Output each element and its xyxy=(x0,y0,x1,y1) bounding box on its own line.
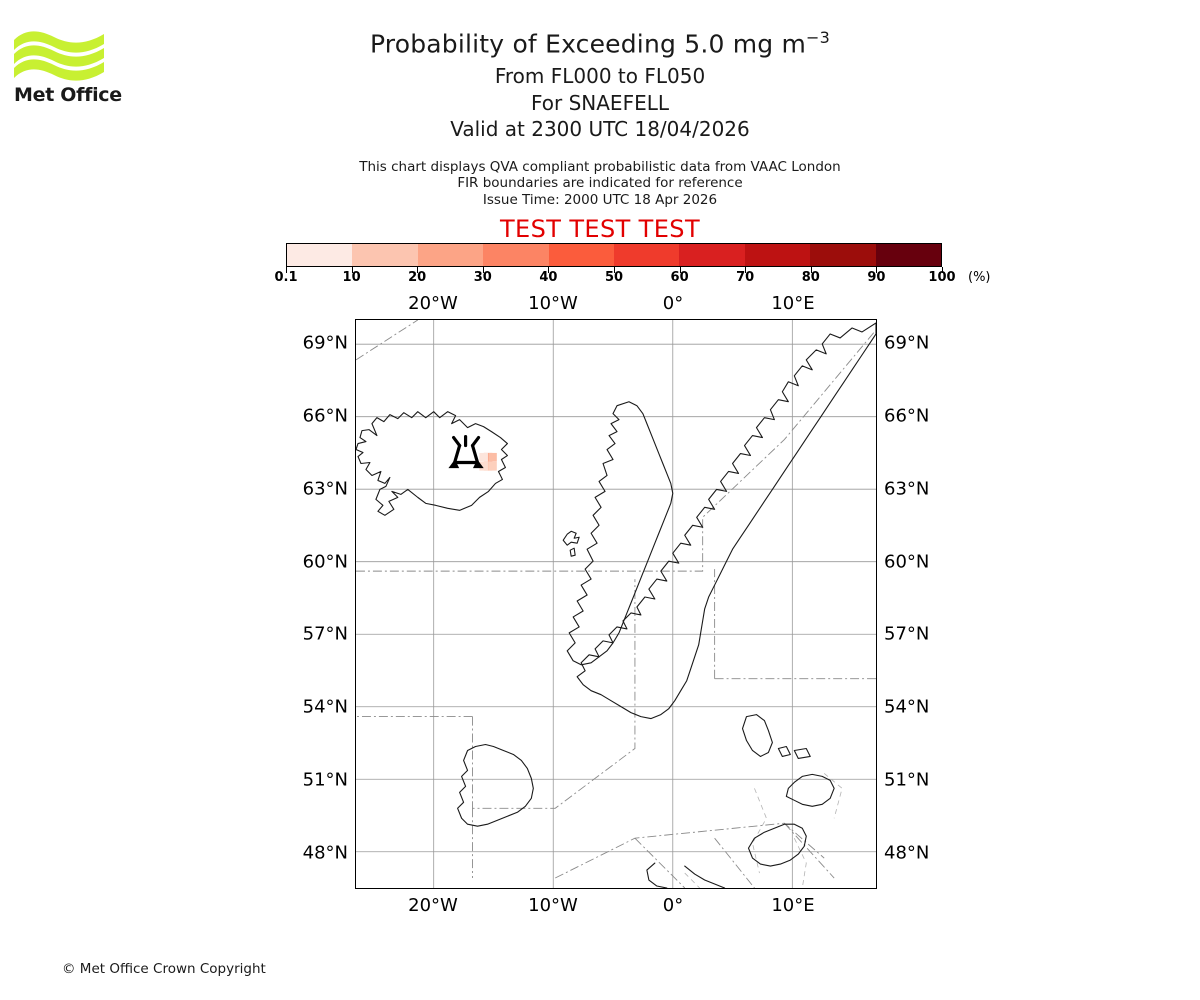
lat-label-left-60°N: 60°N xyxy=(302,551,348,573)
met-office-logo: Met Office xyxy=(12,24,122,114)
colorbar-tick-label-60: 60 xyxy=(670,270,689,285)
ash-cell-5 xyxy=(479,452,488,462)
colorbar-tick xyxy=(810,267,812,273)
lat-label-right-60°N: 60°N xyxy=(884,551,930,573)
lat-label-right-51°N: 51°N xyxy=(884,769,930,791)
colorbar-segment-7 xyxy=(744,244,811,266)
flight-level-subtitle: From FL000 to FL050 xyxy=(494,64,706,88)
ash-cell-3 xyxy=(479,461,488,471)
chart-title-text: Probability of Exceeding 5.0 mg m xyxy=(369,29,807,59)
colorbar xyxy=(286,243,942,267)
lat-label-right-66°N: 66°N xyxy=(884,405,930,427)
colorbar-tick-label-0.1: 0.1 xyxy=(274,270,298,285)
issue-time-note: Issue Time: 2000 UTC 18 Apr 2026 xyxy=(482,192,718,208)
map-plot-area[interactable] xyxy=(355,319,877,889)
lon-label-bottom-10°W: 10°W xyxy=(528,895,578,916)
coastlines xyxy=(356,322,876,888)
colorbar-segment-3 xyxy=(483,244,549,266)
colorbar-gradient xyxy=(286,243,942,267)
fir-note-line2: FIR boundaries are indicated for referen… xyxy=(457,175,743,191)
colorbar-tick xyxy=(548,267,550,273)
lat-label-left-57°N: 57°N xyxy=(302,623,348,645)
qva-note-line1: This chart displays QVA compliant probab… xyxy=(359,159,841,175)
colorbar-tick xyxy=(286,267,287,273)
chart-title: Probability of Exceeding 5.0 mg m−3 xyxy=(0,28,1200,58)
colorbar-tick-label-70: 70 xyxy=(736,270,755,285)
lon-label-top-10°W: 10°W xyxy=(528,293,578,314)
colorbar-tick-label-100: 100 xyxy=(928,270,956,285)
volcano-subtitle: For SNAEFELL xyxy=(530,91,669,115)
colorbar-segment-6 xyxy=(679,244,745,266)
colorbar-tick xyxy=(351,267,353,273)
colorbar-tick xyxy=(942,267,943,273)
valid-time-subtitle: Valid at 2300 UTC 18/04/2026 xyxy=(450,117,750,141)
colorbar-tick xyxy=(679,267,681,273)
ash-probability-cells xyxy=(479,452,497,471)
ash-cell-4 xyxy=(488,452,497,462)
lat-label-left-48°N: 48°N xyxy=(302,842,348,864)
test-banner: TEST TEST TEST xyxy=(499,215,700,243)
colorbar-tick-label-90: 90 xyxy=(867,270,886,285)
colorbar-tick xyxy=(614,267,615,273)
map-canvas xyxy=(356,320,876,888)
lat-label-right-48°N: 48°N xyxy=(884,842,930,864)
ash-cell-2 xyxy=(488,461,497,471)
fir-boundaries xyxy=(356,320,876,888)
lat-label-left-63°N: 63°N xyxy=(302,478,348,500)
ash-cell-0 xyxy=(483,452,493,462)
colorbar-tick-label-10: 10 xyxy=(342,270,361,285)
lon-label-bottom-0°: 0° xyxy=(662,895,684,916)
lat-label-left-66°N: 66°N xyxy=(302,405,348,427)
map-gridlines xyxy=(356,320,876,888)
colorbar-tick-labels: 0.1 10 20 30 40 50 60 70 80 90 100 xyxy=(274,270,955,288)
lon-label-bottom-10°E: 10°E xyxy=(771,895,815,916)
colorbar-ticks xyxy=(286,267,943,275)
lon-label-top-0°: 0° xyxy=(662,293,684,314)
lon-label-top-10°E: 10°E xyxy=(771,293,815,314)
chart-title-exponent: −3 xyxy=(806,28,831,47)
colorbar-segment-5 xyxy=(614,244,680,266)
lat-label-left-51°N: 51°N xyxy=(302,769,348,791)
colorbar-segment-2 xyxy=(417,244,484,266)
colorbar-segment-8 xyxy=(810,244,876,266)
colorbar-tick-label-80: 80 xyxy=(801,270,820,285)
colorbar-tick-label-50: 50 xyxy=(604,270,624,285)
met-office-wave-mark xyxy=(14,31,104,81)
ash-cell-1 xyxy=(483,461,493,471)
colorbar-segment-9 xyxy=(875,244,942,266)
colorbar-tick-label-30: 30 xyxy=(473,270,492,285)
lat-label-right-63°N: 63°N xyxy=(884,478,930,500)
political-borders xyxy=(684,773,843,888)
lat-label-left-69°N: 69°N xyxy=(302,332,348,354)
lat-label-right-69°N: 69°N xyxy=(884,332,930,354)
colorbar-tick xyxy=(745,267,747,273)
colorbar-segment-4 xyxy=(548,244,615,266)
lat-label-left-54°N: 54°N xyxy=(302,696,348,718)
colorbar-tick-label-20: 20 xyxy=(408,270,427,285)
colorbar-segment-1 xyxy=(352,244,418,266)
lat-label-right-57°N: 57°N xyxy=(884,623,930,645)
lon-label-bottom-20°W: 20°W xyxy=(408,895,458,916)
colorbar-tick-label-40: 40 xyxy=(539,270,558,285)
lat-label-right-54°N: 54°N xyxy=(884,696,930,718)
colorbar-tick xyxy=(482,267,484,273)
copyright-text: © Met Office Crown Copyright xyxy=(62,961,266,977)
colorbar-tick xyxy=(417,267,419,273)
met-office-logo-text: Met Office xyxy=(14,84,122,106)
colorbar-tick xyxy=(876,267,878,273)
colorbar-unit-label: (%) xyxy=(968,270,991,285)
lon-label-top-20°W: 20°W xyxy=(408,293,458,314)
volcano-icon xyxy=(448,434,484,469)
colorbar-segment-0 xyxy=(287,244,353,266)
